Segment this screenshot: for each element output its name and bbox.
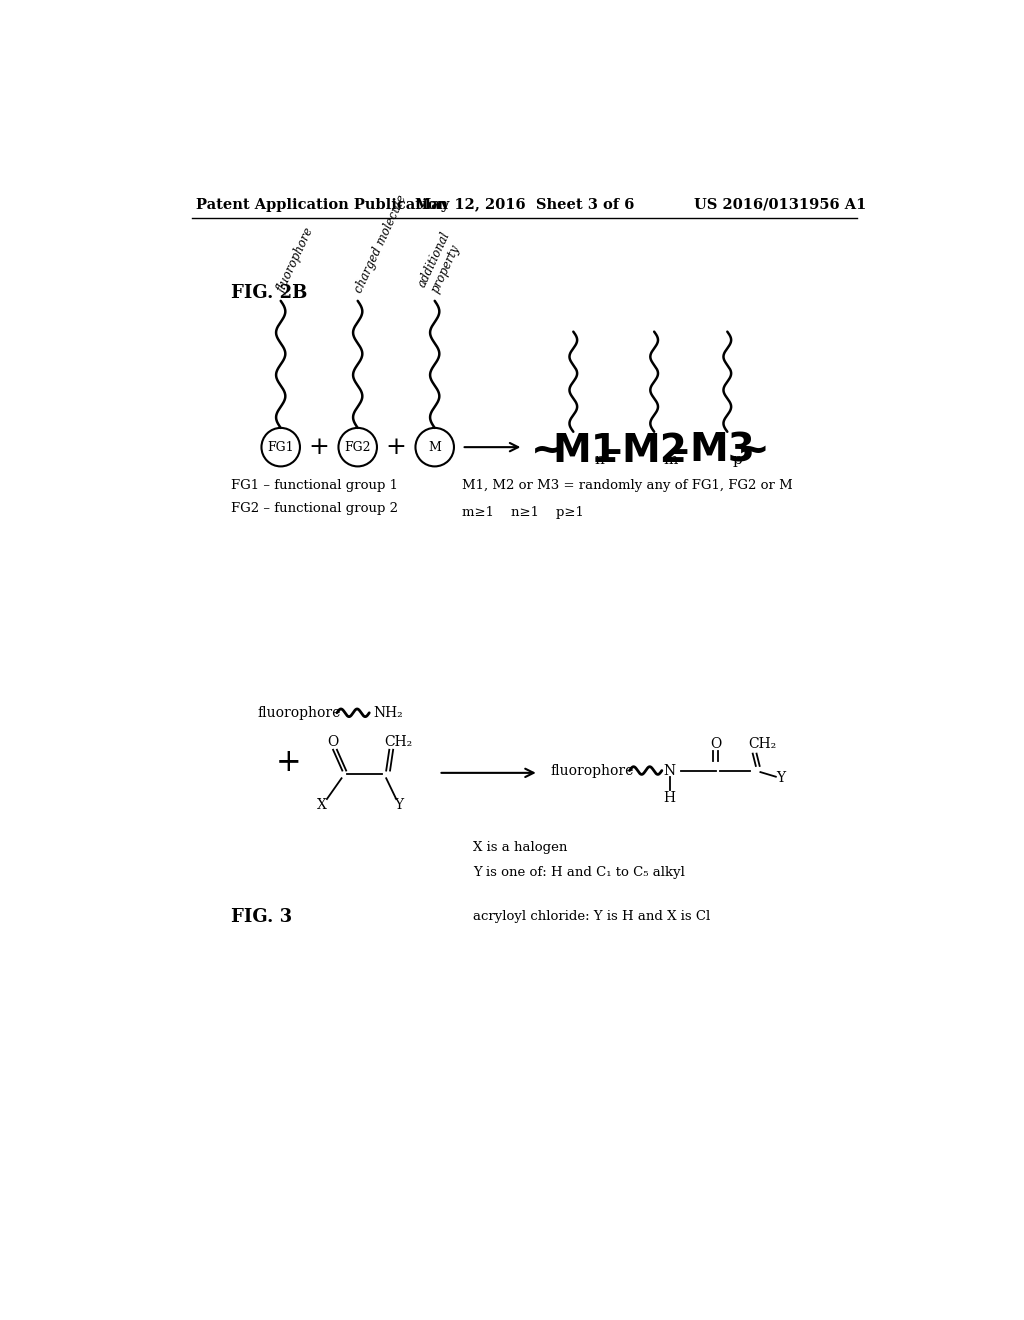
Text: fluorophore: fluorophore — [275, 226, 316, 296]
Text: FIG. 2B: FIG. 2B — [230, 284, 307, 302]
Text: –: – — [670, 432, 689, 470]
Text: May 12, 2016  Sheet 3 of 6: May 12, 2016 Sheet 3 of 6 — [415, 198, 635, 211]
Text: O: O — [328, 735, 339, 748]
Text: Y: Y — [394, 799, 403, 812]
Text: –: – — [602, 432, 622, 470]
Text: Patent Application Publication: Patent Application Publication — [196, 198, 449, 211]
Text: CH₂: CH₂ — [384, 735, 413, 748]
Text: m: m — [664, 453, 678, 467]
Text: O: O — [710, 737, 721, 751]
Text: fluorophore: fluorophore — [258, 706, 341, 719]
Text: M2: M2 — [622, 432, 688, 470]
Text: p: p — [733, 453, 742, 467]
Text: X: X — [316, 799, 327, 812]
Text: charged molecule: charged molecule — [352, 193, 409, 296]
Text: M3: M3 — [689, 432, 756, 470]
Text: FG1 – functional group 1: FG1 – functional group 1 — [230, 479, 397, 492]
Text: M1: M1 — [553, 432, 618, 470]
Text: Y is one of: H and C₁ to C₅ alkyl: Y is one of: H and C₁ to C₅ alkyl — [473, 866, 685, 879]
Text: CH₂: CH₂ — [748, 737, 776, 751]
Text: +: + — [275, 747, 301, 779]
Text: acryloyl chloride: Y is H and X is Cl: acryloyl chloride: Y is H and X is Cl — [473, 911, 711, 924]
Text: N: N — [664, 763, 676, 777]
Text: M: M — [428, 441, 441, 454]
Text: m≥1    n≥1    p≥1: m≥1 n≥1 p≥1 — [462, 506, 584, 519]
Text: M1, M2 or M3 = randomly any of FG1, FG2 or M: M1, M2 or M3 = randomly any of FG1, FG2 … — [462, 479, 793, 492]
Text: +: + — [386, 436, 407, 458]
Text: additional
property: additional property — [416, 230, 466, 296]
Text: fluorophore: fluorophore — [550, 763, 634, 777]
Text: FG1: FG1 — [267, 441, 294, 454]
Text: FG2 – functional group 2: FG2 – functional group 2 — [230, 502, 397, 515]
Text: H: H — [664, 791, 676, 804]
Text: n: n — [595, 453, 605, 467]
Text: Y: Y — [776, 771, 785, 785]
Text: FIG. 3: FIG. 3 — [230, 908, 292, 925]
Text: ~: ~ — [531, 432, 563, 470]
Text: X is a halogen: X is a halogen — [473, 841, 567, 854]
Text: US 2016/0131956 A1: US 2016/0131956 A1 — [693, 198, 866, 211]
Text: NH₂: NH₂ — [373, 706, 402, 719]
Text: FG2: FG2 — [344, 441, 371, 454]
Text: +: + — [309, 436, 330, 458]
Text: ~: ~ — [737, 432, 770, 470]
